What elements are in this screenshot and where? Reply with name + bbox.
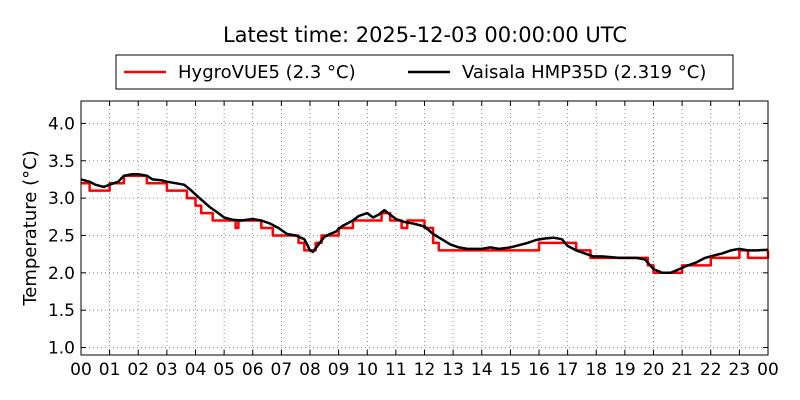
legend-label-vaisala: Vaisala HMP35D (2.319 °C): [462, 62, 706, 83]
x-tick-label: 11: [385, 360, 407, 380]
series-line-vaisala: [80, 172, 769, 275]
x-tick-label: 07: [271, 360, 293, 380]
x-tick-label: 19: [614, 360, 636, 380]
x-axis-ticks: 00 01 02 03 04 05 06 07 08 09 10 11 12 13 14 15 16 17 18 19…: [70, 101, 779, 380]
y-axis-label: Temperature (°C): [20, 150, 41, 306]
series-layer: [80, 172, 770, 275]
x-tick-label: 16: [528, 360, 550, 380]
x-tick-label: 13: [442, 360, 464, 380]
x-tick-label: 06: [242, 360, 264, 380]
y-tick-label: 2.0: [48, 264, 75, 284]
x-tick-label: 05: [213, 360, 235, 380]
y-tick-label: 3.5: [48, 152, 75, 172]
x-tick-label: 12: [414, 360, 436, 380]
chart-title: Latest time: 2025-12-03 00:00:00 UTC: [223, 23, 627, 47]
y-tick-label: 1.0: [48, 339, 75, 359]
x-tick-label: 01: [99, 360, 121, 380]
y-tick-label: 4.0: [48, 114, 75, 134]
x-tick-label: 02: [127, 360, 149, 380]
x-tick-label: 22: [700, 360, 722, 380]
series-line-hygrovue5: [81, 174, 770, 275]
x-tick-label: 23: [729, 360, 751, 380]
y-tick-label: 1.5: [48, 301, 75, 321]
x-tick-label: 00: [757, 360, 779, 380]
legend: HygroVUE5 (2.3 °C) Vaisala HMP35D (2.319…: [115, 54, 734, 90]
x-tick-label: 17: [557, 360, 579, 380]
x-tick-label: 00: [70, 360, 92, 380]
x-tick-label: 10: [356, 360, 378, 380]
x-tick-label: 18: [585, 360, 607, 380]
legend-label-hygrovue5: HygroVUE5 (2.3 °C): [178, 62, 356, 83]
y-axis-ticks: 1.0 1.5 2.0 2.5 3.0 3.5 4.0: [48, 114, 768, 359]
y-tick-label: 3.0: [48, 189, 75, 209]
y-tick-label: 2.5: [48, 226, 75, 246]
x-tick-label: 08: [299, 360, 321, 380]
x-tick-label: 04: [185, 360, 207, 380]
x-tick-label: 20: [643, 360, 665, 380]
x-tick-label: 15: [500, 360, 522, 380]
x-tick-label: 09: [328, 360, 350, 380]
x-tick-label: 14: [471, 360, 493, 380]
x-tick-label: 21: [671, 360, 693, 380]
x-tick-label: 03: [156, 360, 178, 380]
